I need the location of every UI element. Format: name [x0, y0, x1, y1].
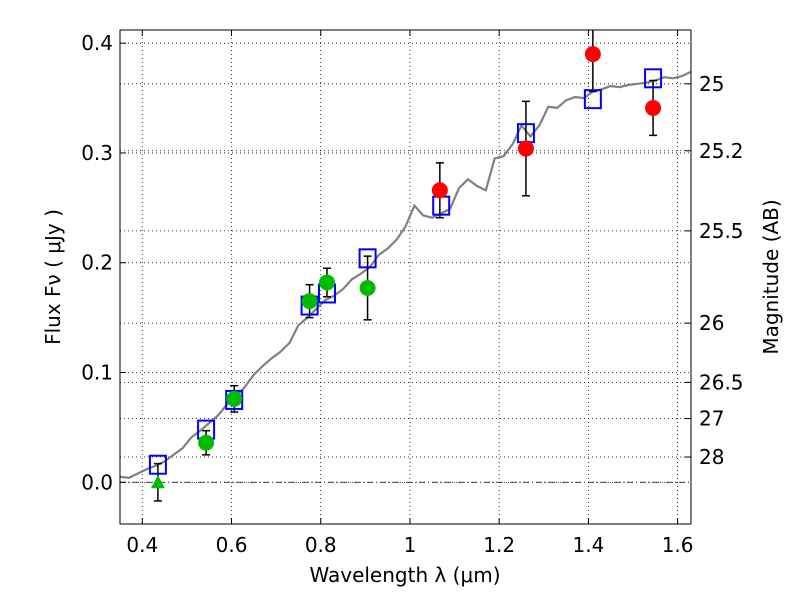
y-tick-label: 0.4 [81, 31, 113, 55]
y2-axis-label: Magnitude (AB) [759, 199, 783, 354]
model-photometry-square [583, 89, 602, 110]
model-photometry-square [148, 454, 167, 475]
x-axis-label: Wavelength λ (μm) [309, 563, 500, 587]
model-photometry-square [358, 248, 377, 269]
model-spectrum-line [120, 70, 691, 480]
y2-tick-label: 28 [699, 445, 724, 469]
photometry-point [359, 279, 376, 296]
photometry-point [431, 182, 448, 199]
plot-frame [119, 29, 692, 525]
y2-tick-label: 25.2 [699, 139, 744, 163]
labels-layer: Wavelength λ (μm) Flux Fν ( μJy ) Magnit… [41, 199, 783, 587]
photometry-point [198, 434, 215, 451]
photometry-point [318, 274, 335, 291]
data-layer [120, 30, 691, 502]
y2-tick-label: 27 [699, 407, 724, 431]
x-tick-label: 1.6 [662, 533, 694, 557]
model-photometry-square [432, 195, 451, 216]
y-tick-label: 0.1 [81, 361, 113, 385]
x-tick-label: 1.4 [572, 533, 604, 557]
x-tick-label: 0.6 [216, 533, 248, 557]
y2-tick-label: 25.5 [699, 219, 744, 243]
clipped-data-group [120, 30, 691, 502]
photometry-point [584, 46, 601, 63]
y-tick-label: 0.3 [81, 141, 113, 165]
model-photometry-square [644, 68, 663, 89]
y2-tick-label: 26 [699, 311, 724, 335]
y-tick-label: 0.0 [81, 470, 113, 494]
x-tick-label: 0.8 [305, 533, 337, 557]
photometry-point [226, 390, 243, 407]
photometry-point [645, 99, 662, 116]
grid-layer [120, 30, 691, 524]
y2-tick-label: 25 [699, 72, 724, 96]
y-tick-label: 0.2 [81, 251, 113, 275]
x-tick-label: 1.2 [483, 533, 515, 557]
x-tick-label: 0.4 [126, 533, 158, 557]
y-axis-label: Flux Fν ( μJy ) [41, 209, 65, 345]
x-tick-label: 1 [404, 533, 417, 557]
upper-limit-triangle [150, 475, 165, 489]
photometry-point [517, 140, 534, 157]
photometry-point [301, 293, 318, 310]
axes-layer: 0.4 0.6 0.8 1 1.2 1.4 1.6 0.0 0.1 0.2 0.3 0.4 25 25.2… [81, 29, 744, 557]
y2-tick-label: 26.5 [699, 370, 744, 394]
